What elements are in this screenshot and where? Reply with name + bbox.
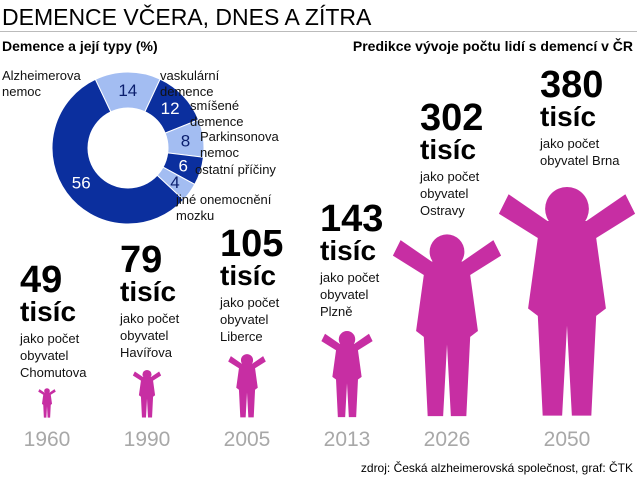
value-label: 12 xyxy=(161,99,180,118)
page-title: DEMENCE VČERA, DNES A ZÍTRA xyxy=(2,4,372,30)
unit-label: tisíc xyxy=(20,295,77,327)
x-tick-label: 2005 xyxy=(223,428,271,451)
value-label: 14 xyxy=(118,81,137,100)
x-tick-label: 1960 xyxy=(23,428,71,451)
annotation: jako počet obyvatel Havířova xyxy=(120,311,180,361)
category-label: Parkinsonova nemoc xyxy=(200,129,279,160)
divider xyxy=(0,31,637,32)
pie-slice xyxy=(156,166,196,201)
value-label: 8 xyxy=(181,132,190,151)
x-tick-label: 2050 xyxy=(543,428,591,451)
person-figure xyxy=(498,186,636,416)
category-label: jiné onemocnění mozku xyxy=(176,192,272,223)
person-figure xyxy=(392,234,502,417)
annotation: jako počet obyvatel Chomutova xyxy=(20,330,87,380)
category-label: ostatní příčiny xyxy=(195,162,276,177)
value-label: 105 xyxy=(220,222,284,265)
value-block: 143 tisíc jako počet obyvatel Plzně xyxy=(320,198,415,320)
x-tick-label: 2013 xyxy=(323,428,371,451)
pie-title: Demence a její typy (%) xyxy=(2,38,158,54)
value-block: 79 tisíc jako počet obyvatel Havířova xyxy=(120,239,215,361)
value-label: 6 xyxy=(178,157,187,176)
category-label: Alzheimerova nemoc xyxy=(2,68,81,99)
annotation: jako počet obyvatel Liberce xyxy=(220,294,280,344)
value-block: 380 tisíc jako počet obyvatel Brna xyxy=(540,63,635,169)
unit-label: tisíc xyxy=(220,259,277,291)
category-label: vaskulární demence xyxy=(160,68,220,99)
value-block: 302 tisíc jako počet obyvatel Ostravy xyxy=(420,96,515,219)
category-label: smíšené demence xyxy=(190,98,244,129)
value-label: 302 xyxy=(420,96,484,139)
value-label: 56 xyxy=(72,173,91,192)
value-label: 4 xyxy=(170,173,179,192)
value-label: 380 xyxy=(540,63,604,106)
value-block: 49 tisíc jako počet obyvatel Chomutova xyxy=(20,258,115,381)
person-figure xyxy=(321,331,373,418)
x-tick-label: 2026 xyxy=(423,428,471,451)
unit-label: tisíc xyxy=(420,133,477,165)
value-label: 49 xyxy=(20,258,63,301)
pictogram-title: Predikce vývoje počtu lidí s demencí v Č… xyxy=(352,38,633,54)
value-block: 105 tisíc jako počet obyvatel Liberce xyxy=(220,222,315,345)
value-label: 143 xyxy=(320,198,384,241)
unit-label: tisíc xyxy=(120,276,177,308)
person-figure xyxy=(228,354,266,418)
pie-slice xyxy=(51,78,185,225)
unit-label: tisíc xyxy=(320,235,377,267)
person-figure xyxy=(132,369,162,418)
unit-label: tisíc xyxy=(540,100,597,132)
x-tick-label: 1990 xyxy=(123,428,171,451)
source: zdroj: Česká alzheimerovská společnost, … xyxy=(360,461,633,475)
person-figure xyxy=(38,388,56,418)
annotation: jako počet obyvatel Plzně xyxy=(320,270,380,320)
value-label: 79 xyxy=(120,239,163,282)
annotation: jako počet obyvatel Ostravy xyxy=(420,168,480,218)
annotation: jako počet obyvatel Brna xyxy=(540,135,620,168)
